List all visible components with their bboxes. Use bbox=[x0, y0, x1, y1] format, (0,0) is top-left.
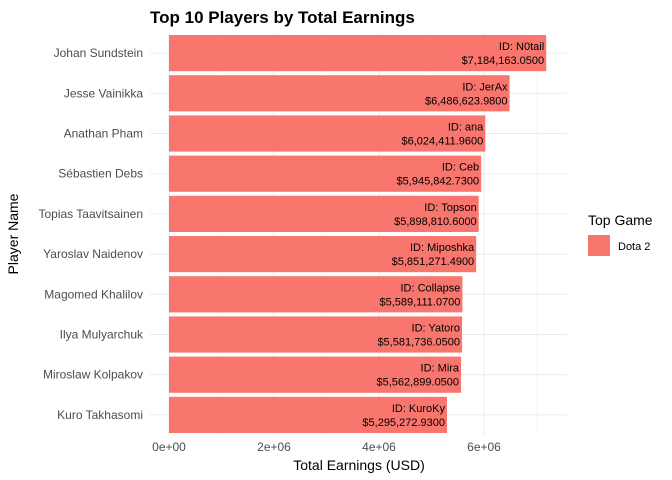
bar-label-amount: $7,184,163.0500 bbox=[462, 55, 545, 67]
legend-title: Top Game bbox=[588, 212, 653, 228]
bar-label-id: ID: KuroKy bbox=[392, 403, 446, 415]
y-tick-label: Kuro Takhasomi bbox=[57, 408, 143, 422]
bar bbox=[169, 356, 462, 393]
bar-label-id: ID: Miposhka bbox=[410, 242, 475, 254]
y-tick-label: Sébastien Debs bbox=[58, 167, 143, 181]
x-axis-title: Total Earnings (USD) bbox=[293, 457, 425, 473]
y-tick-labels: Johan Sundstein Jesse Vainikka Anathan Pha… bbox=[38, 46, 144, 422]
y-tick-label: Ilya Mulyarchuk bbox=[60, 328, 144, 342]
y-tick-label: Johan Sundstein bbox=[54, 46, 143, 60]
bar-label-id: ID: Collapse bbox=[401, 282, 461, 294]
legend-label-dota-2: Dota 2 bbox=[618, 241, 650, 253]
legend-swatch bbox=[588, 235, 610, 256]
bar-label-id: ID: ana bbox=[448, 122, 484, 134]
chart-title: Top 10 Players by Total Earnings bbox=[150, 8, 415, 27]
x-tick-label: 6e+06 bbox=[467, 440, 501, 454]
bar bbox=[169, 35, 547, 72]
bar-label-id: ID: Topson bbox=[424, 202, 476, 214]
bar-label-id: ID: Yatoro bbox=[412, 323, 461, 335]
bar bbox=[169, 316, 463, 353]
bar-label-id: ID: Ceb bbox=[442, 162, 479, 174]
bar-label-id: ID: N0tail bbox=[499, 41, 544, 53]
y-tick-label: Anathan Pham bbox=[64, 127, 143, 141]
bar bbox=[169, 236, 477, 273]
y-tick-label: Yaroslav Naidenov bbox=[43, 247, 143, 261]
bars: ID: N0tail $7,184,163.0500 ID: JerAx $6,486… bbox=[169, 35, 547, 433]
bar bbox=[169, 155, 482, 192]
legend: Top Game Dota 2 bbox=[588, 212, 653, 256]
x-tick-label: 2e+06 bbox=[257, 440, 291, 454]
y-tick-label: Magomed Khalilov bbox=[44, 287, 143, 301]
y-tick-label: Miroslaw Kolpakov bbox=[43, 368, 143, 382]
y-axis-title: Player Name bbox=[5, 193, 21, 274]
x-tick-labels: 0e+00 2e+06 4e+06 6e+06 bbox=[152, 440, 501, 454]
bar bbox=[169, 75, 510, 112]
bar-label-amount: $5,589,111.0700 bbox=[379, 296, 460, 308]
y-tick-label: Topias Taavitsainen bbox=[38, 207, 143, 221]
bar bbox=[169, 195, 479, 232]
bar bbox=[169, 396, 448, 433]
x-tick-label: 4e+06 bbox=[362, 440, 396, 454]
bar-label-amount: $6,024,411.9600 bbox=[402, 136, 484, 148]
bar-label-amount: $6,486,623.9800 bbox=[425, 95, 508, 107]
bar-label-id: ID: Mira bbox=[421, 363, 460, 375]
x-tick-label: 0e+00 bbox=[152, 440, 186, 454]
bar-label-amount: $5,562,899.0500 bbox=[376, 377, 459, 389]
bar-label-id: ID: JerAx bbox=[462, 81, 508, 93]
bar-label-amount: $5,851,271.4900 bbox=[392, 256, 475, 268]
bar bbox=[169, 276, 463, 313]
bar-label-amount: $5,295,272.9300 bbox=[362, 417, 445, 429]
bar-label-amount: $5,898,810.6000 bbox=[394, 216, 477, 228]
bar-label-amount: $5,945,842.7300 bbox=[397, 176, 480, 188]
y-tick-label: Jesse Vainikka bbox=[64, 86, 143, 100]
bar-label-amount: $5,581,736.0500 bbox=[377, 337, 460, 349]
bar bbox=[169, 115, 486, 152]
